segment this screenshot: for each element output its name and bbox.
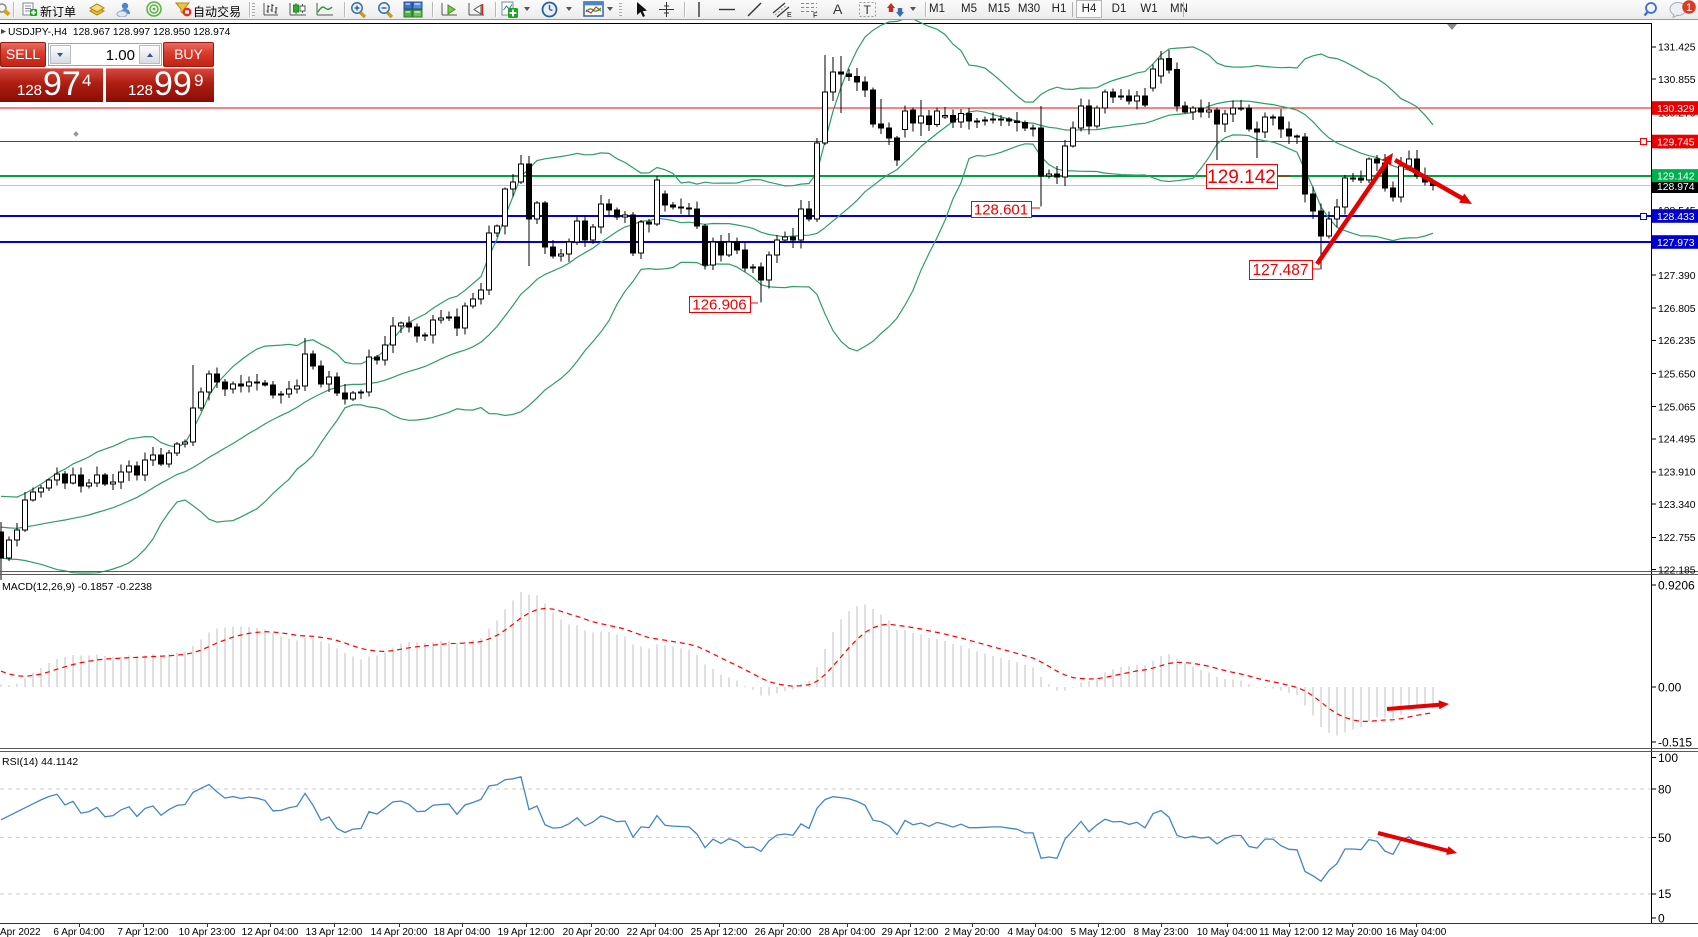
svg-text:127.973: 127.973	[1657, 238, 1695, 249]
svg-text:1: 1	[1686, 2, 1692, 14]
svg-text:16 May 04:00: 16 May 04:00	[1386, 927, 1447, 937]
svg-text:T: T	[864, 3, 872, 17]
svg-text:18 Apr 04:00: 18 Apr 04:00	[434, 927, 491, 937]
svg-text:MACD(12,26,9) -0.1857 -0.2238: MACD(12,26,9) -0.1857 -0.2238	[2, 581, 152, 593]
svg-text:6 Apr 04:00: 6 Apr 04:00	[53, 927, 105, 937]
svg-text:11 May 12:00: 11 May 12:00	[1259, 927, 1319, 937]
svg-text:128.601: 128.601	[974, 201, 1028, 218]
svg-text:Apr 2022: Apr 2022	[0, 927, 41, 937]
svg-text:80: 80	[1658, 783, 1672, 797]
svg-text:8 May 23:00: 8 May 23:00	[1133, 927, 1188, 937]
svg-text:126.906: 126.906	[692, 296, 746, 313]
svg-text:-0.515: -0.515	[1658, 735, 1692, 749]
svg-text:5 May 12:00: 5 May 12:00	[1070, 927, 1125, 937]
svg-text:100: 100	[1658, 751, 1678, 765]
svg-text:10 May 04:00: 10 May 04:00	[1197, 927, 1258, 937]
svg-text:129.745: 129.745	[1657, 137, 1695, 148]
svg-text:0.00: 0.00	[1658, 680, 1682, 694]
svg-text:50: 50	[1658, 831, 1672, 845]
svg-text:127.390: 127.390	[1658, 271, 1696, 282]
svg-text:USDJPY-,H4 128.967 128.997 12: USDJPY-,H4 128.967 128.997 128.950 128.9…	[8, 27, 231, 38]
svg-text:28 Apr 04:00: 28 Apr 04:00	[819, 927, 876, 937]
svg-text:14 Apr 20:00: 14 Apr 20:00	[371, 927, 428, 937]
svg-text:RSI(14) 44.1142: RSI(14) 44.1142	[2, 756, 78, 768]
svg-text:12 Apr 04:00: 12 Apr 04:00	[242, 927, 299, 937]
svg-text:122.185: 122.185	[1658, 565, 1696, 576]
svg-text:29 Apr 12:00: 29 Apr 12:00	[882, 927, 939, 937]
svg-text:129.142: 129.142	[1657, 172, 1695, 183]
svg-text:10 Apr 23:00: 10 Apr 23:00	[179, 927, 236, 937]
svg-text:122.755: 122.755	[1658, 533, 1696, 544]
svg-text:12 May 20:00: 12 May 20:00	[1322, 927, 1383, 937]
svg-text:124.495: 124.495	[1658, 435, 1696, 446]
svg-text:130.329: 130.329	[1657, 104, 1695, 115]
svg-text:26 Apr 20:00: 26 Apr 20:00	[755, 927, 812, 937]
svg-text:22 Apr 04:00: 22 Apr 04:00	[627, 927, 684, 937]
svg-text:126.235: 126.235	[1658, 336, 1696, 347]
svg-text:2 May 20:00: 2 May 20:00	[944, 927, 999, 937]
svg-text:25 Apr 12:00: 25 Apr 12:00	[691, 927, 748, 937]
svg-text:129.142: 129.142	[1207, 167, 1276, 188]
svg-text:130.855: 130.855	[1658, 75, 1696, 86]
svg-text:123.910: 123.910	[1658, 468, 1696, 479]
svg-text:4 May 04:00: 4 May 04:00	[1007, 927, 1062, 937]
svg-text:20 Apr 20:00: 20 Apr 20:00	[563, 927, 620, 937]
svg-text:15: 15	[1658, 887, 1672, 901]
svg-text:127.487: 127.487	[1252, 262, 1308, 279]
svg-text:E: E	[787, 12, 792, 18]
svg-text:125.065: 125.065	[1658, 402, 1696, 413]
svg-text:0.9206: 0.9206	[1658, 578, 1695, 592]
svg-text:125.650: 125.650	[1658, 369, 1696, 380]
svg-text:F: F	[813, 11, 818, 19]
svg-text:123.340: 123.340	[1658, 500, 1696, 511]
svg-text:128.433: 128.433	[1657, 212, 1695, 223]
svg-text:0: 0	[1658, 911, 1665, 925]
svg-text:13 Apr 12:00: 13 Apr 12:00	[306, 927, 363, 937]
svg-text:128.974: 128.974	[1657, 182, 1695, 193]
svg-text:131.425: 131.425	[1658, 43, 1696, 54]
svg-text:7 Apr 12:00: 7 Apr 12:00	[117, 927, 169, 937]
svg-text:19 Apr 12:00: 19 Apr 12:00	[498, 927, 555, 937]
svg-text:126.805: 126.805	[1658, 304, 1696, 315]
